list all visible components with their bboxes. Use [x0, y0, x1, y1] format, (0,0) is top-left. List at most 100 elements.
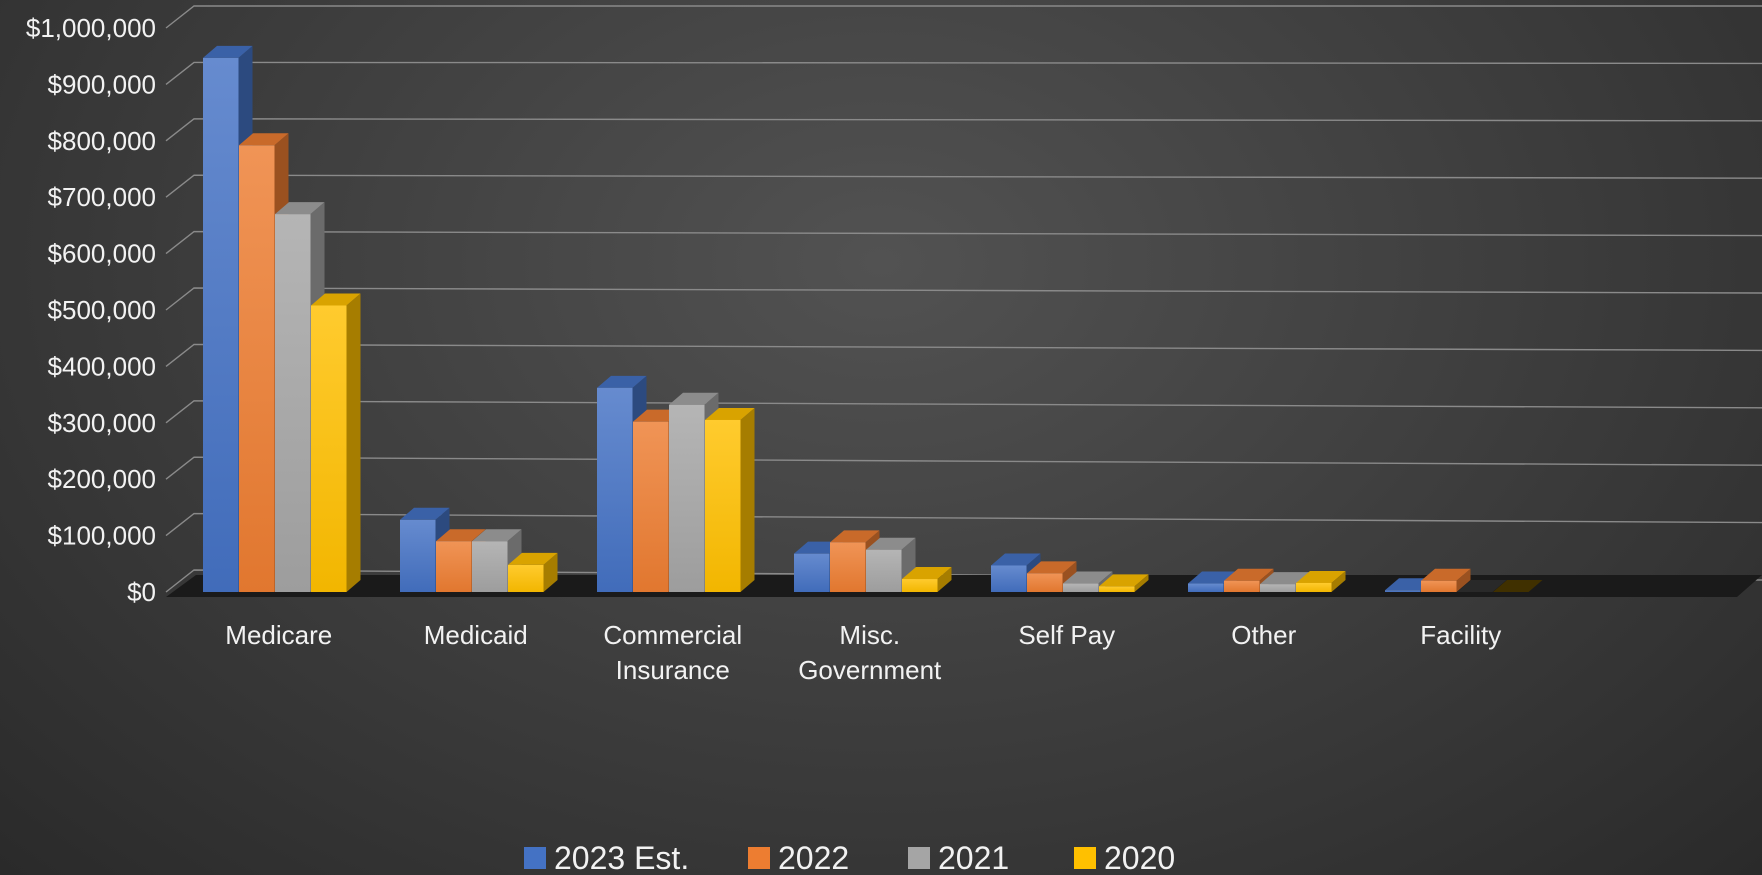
gridline	[165, 400, 1762, 424]
bar	[1493, 580, 1543, 592]
legend-label: 2021	[938, 840, 1009, 875]
gridline	[165, 287, 1762, 311]
x-tick-label: Self Pay	[1018, 620, 1115, 650]
bar	[1421, 568, 1471, 592]
gridline	[165, 174, 1762, 198]
bar-side	[740, 407, 755, 592]
bar-top	[1099, 574, 1149, 587]
bar-front	[633, 421, 669, 592]
bar-top	[1063, 571, 1113, 584]
bar-front	[830, 542, 866, 592]
bar-top	[991, 553, 1041, 566]
legend: 2023 Est. 2022 2021 2020	[524, 840, 1175, 875]
bar-front	[239, 145, 275, 592]
bar-front	[311, 305, 347, 592]
gridline	[165, 5, 1762, 29]
bar-top	[400, 507, 450, 520]
bar	[311, 293, 361, 592]
legend-item: 2023 Est.	[524, 840, 689, 875]
legend-swatch	[1074, 847, 1096, 869]
bar-front	[1260, 584, 1296, 592]
gridline	[165, 230, 1762, 255]
legend-item: 2022	[748, 840, 849, 875]
bar-side	[937, 567, 952, 592]
bar-front	[991, 565, 1027, 592]
y-tick-label: $800,000	[48, 126, 156, 156]
bar-top	[902, 567, 952, 580]
y-axis: $0 $100,000 $200,000 $300,000 $400,000 $500,0…	[26, 13, 156, 607]
bar-front	[1188, 583, 1224, 592]
bar	[508, 552, 558, 592]
chart-floor	[166, 575, 1762, 597]
gridline	[165, 456, 1762, 480]
bar-top	[1493, 580, 1543, 592]
bar-top	[311, 293, 361, 306]
x-tick-label: Facility	[1420, 620, 1501, 650]
legend-item: 2020	[1074, 840, 1175, 875]
bar-front	[1099, 586, 1135, 592]
bar-side	[543, 552, 558, 592]
bar-front	[705, 419, 741, 592]
legend-swatch	[524, 847, 546, 869]
bar	[1457, 580, 1507, 592]
bar-front	[1027, 573, 1063, 592]
bar-top	[239, 133, 289, 146]
gridline	[165, 118, 1762, 142]
bar-side	[1134, 574, 1149, 592]
bar-top	[275, 202, 325, 215]
legend-swatch	[908, 847, 930, 869]
bar-top	[436, 529, 486, 542]
x-tick-label: Medicaid	[424, 620, 528, 650]
legend-label: 2022	[778, 840, 849, 875]
bar-front	[669, 404, 705, 592]
bar-front	[597, 387, 633, 592]
bar-top	[1457, 580, 1507, 592]
bar-front	[1421, 580, 1457, 592]
x-tick-label: Commercial Insurance	[603, 620, 742, 685]
y-tick-label: $200,000	[48, 464, 156, 494]
gridline	[165, 343, 1762, 367]
bar	[1099, 574, 1149, 592]
bar	[705, 407, 755, 592]
bar-front	[866, 549, 902, 592]
legend-swatch	[748, 847, 770, 869]
y-tick-label: $100,000	[48, 521, 156, 551]
bar-top	[472, 529, 522, 542]
y-tick-label: $300,000	[48, 408, 156, 438]
legend-item: 2021	[908, 840, 1009, 875]
bar-top	[866, 537, 916, 550]
gridline	[165, 512, 1762, 537]
legend-label: 2020	[1104, 840, 1175, 875]
x-tick-label: Other	[1231, 620, 1296, 650]
bar-top	[597, 375, 647, 388]
bar-top	[508, 552, 558, 565]
y-tick-label: $700,000	[48, 182, 156, 212]
y-tick-label: $500,000	[48, 295, 156, 325]
bar-top	[1027, 561, 1077, 574]
bar-front	[436, 541, 472, 592]
bar-top	[705, 407, 755, 420]
y-tick-label: $600,000	[48, 239, 156, 269]
bar-top	[203, 45, 253, 58]
bar-top	[1260, 572, 1310, 585]
bar-top	[1296, 570, 1346, 583]
x-tick-label: Misc. Government	[798, 620, 942, 685]
bar-top	[1224, 568, 1274, 581]
gridlines	[165, 5, 1762, 593]
bar-front	[508, 564, 544, 592]
y-tick-label: $900,000	[48, 69, 156, 99]
bar-front	[794, 553, 830, 592]
legend-label: 2023 Est.	[554, 840, 689, 875]
bar-front	[1296, 582, 1332, 592]
bar-front	[1063, 583, 1099, 592]
bar-front	[203, 57, 239, 593]
bar	[902, 567, 952, 592]
y-tick-label: $1,000,000	[26, 13, 156, 43]
bar	[1296, 570, 1346, 592]
bar-front	[400, 519, 436, 592]
bar-top	[830, 530, 880, 543]
bars	[203, 45, 1543, 593]
bar-side	[1331, 570, 1346, 592]
